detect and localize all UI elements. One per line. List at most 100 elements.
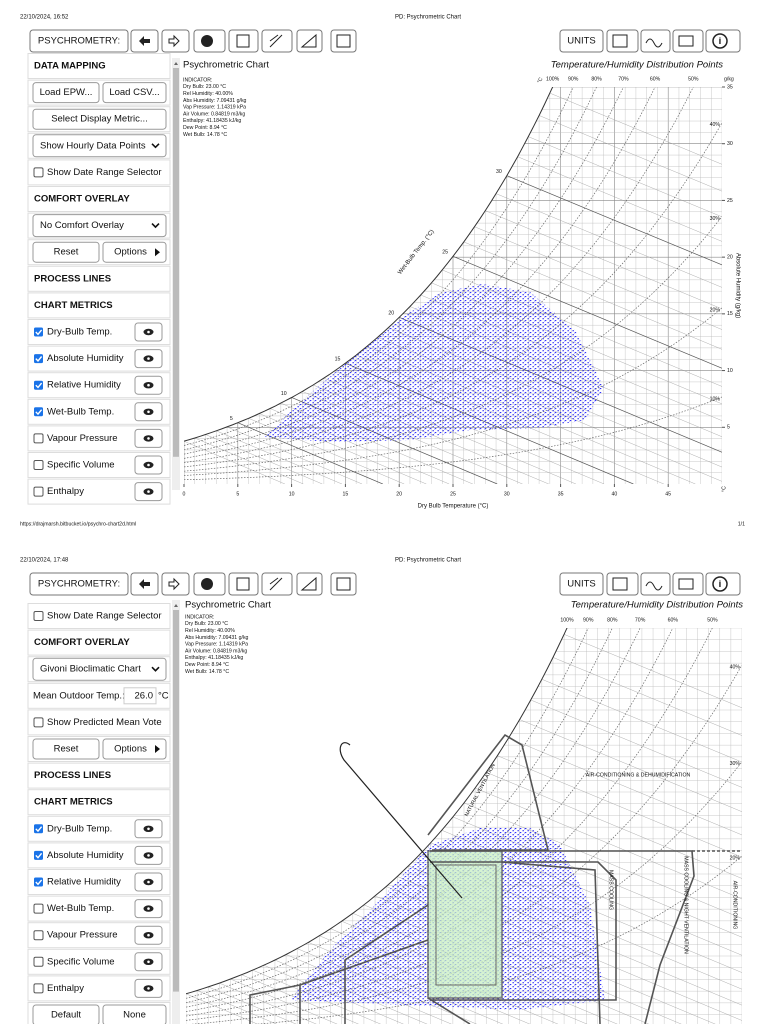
minor-wet-bulb-line — [541, 679, 742, 763]
button[interactable] — [32, 1004, 100, 1024]
shape-icon — [300, 576, 317, 591]
units-button[interactable] — [559, 572, 604, 596]
indicator-readout: Air Volume: 0.84819 m3/kg — [183, 111, 245, 117]
button[interactable] — [32, 241, 100, 263]
minor-wet-bulb-line — [564, 634, 742, 709]
checkbox[interactable] — [33, 930, 44, 941]
eye-pupil — [147, 827, 150, 831]
metric-label: Specific Volume — [47, 460, 115, 471]
checkbox[interactable] — [33, 956, 44, 967]
checkbox[interactable] — [33, 717, 44, 728]
indicator-readout: Vap Pressure: 1.14319 kPa — [183, 105, 246, 111]
wave-icon — [645, 38, 663, 48]
rh-label: 60% — [668, 617, 679, 623]
minor-wet-bulb-line — [219, 982, 317, 1024]
checkbox-label: Show Date Range Selector — [47, 167, 162, 178]
y-tick-label: 20 — [727, 255, 733, 261]
button[interactable] — [102, 241, 167, 263]
checkbox[interactable] — [34, 380, 43, 390]
checkbox[interactable] — [34, 327, 43, 337]
zone-boundary — [430, 850, 695, 1024]
grid-icon — [336, 577, 351, 591]
toolbar-icon-button[interactable] — [640, 29, 671, 53]
minor-wet-bulb-line — [184, 441, 285, 484]
rh-curve — [186, 628, 713, 1017]
x-tick-label: 40 — [612, 491, 618, 497]
checkbox[interactable] — [33, 167, 44, 178]
sidebar-row — [27, 265, 171, 292]
checkbox[interactable] — [34, 850, 43, 860]
button[interactable] — [32, 738, 100, 760]
rh-label: 100% — [546, 76, 560, 82]
export-icon — [236, 577, 250, 591]
minor-wet-bulb-line — [486, 772, 742, 879]
button[interactable] — [32, 82, 100, 104]
checkbox-tick — [35, 409, 43, 416]
checkbox[interactable] — [33, 903, 44, 914]
units-button[interactable] — [559, 29, 604, 53]
scrollbar-thumb[interactable] — [173, 610, 179, 992]
checkbox-tick — [35, 382, 43, 389]
zone-boundary — [344, 904, 429, 1024]
wet-bulb-line — [237, 422, 383, 484]
toolbar-icon-button[interactable] — [261, 29, 293, 53]
minor-wet-bulb-line — [216, 430, 343, 484]
minor-wet-bulb-line — [495, 193, 722, 288]
button-label: Options — [114, 744, 147, 755]
rh-label: 100% — [560, 617, 574, 623]
rh-curve — [184, 87, 694, 464]
rh-label: 90% — [568, 76, 579, 82]
button[interactable] — [32, 108, 167, 130]
comfort-overlay: NATURAL VENTILATION AIR-CONDITIONING & DE… — [249, 733, 742, 1024]
scrollbar-arrow — [174, 604, 178, 607]
minor-wet-bulb-line — [519, 719, 742, 812]
indicator-readout: Enthalpy: 41.18435 kJ/kg — [183, 118, 241, 124]
button[interactable] — [102, 82, 167, 104]
rh-label: 80% — [607, 617, 618, 623]
minor-wet-bulb-line — [463, 802, 742, 919]
sidebar-row — [27, 709, 171, 736]
x-tick-label: 5 — [236, 491, 239, 497]
app-button[interactable] — [29, 29, 129, 53]
checkbox[interactable] — [33, 460, 44, 470]
eye-pupil — [147, 854, 150, 857]
t-unit-label: °C — [536, 76, 544, 84]
x-tick-label: 15 — [343, 491, 349, 497]
legend-title: Temperature/Humidity Distribution Points — [551, 60, 724, 71]
toolbar-icon-button[interactable] — [640, 572, 671, 596]
select-chevron — [151, 223, 160, 229]
section-title: DATA MAPPING — [34, 61, 106, 72]
checkbox[interactable] — [34, 824, 43, 834]
metric-label: Wet-Bulb Temp. — [47, 903, 114, 914]
select[interactable] — [32, 134, 167, 158]
indicator-readout: Dry Bulb: 23.00 °C — [183, 84, 226, 90]
select[interactable] — [32, 657, 167, 681]
checkbox[interactable] — [34, 354, 43, 364]
checkbox[interactable] — [33, 983, 44, 994]
minor-wet-bulb-line — [205, 434, 323, 484]
app-button-label: PSYCHROMETRY: — [38, 36, 120, 47]
rh-label: 20% — [730, 856, 741, 862]
comfort-zone-inner — [435, 864, 497, 986]
print-url: https://drajmarsh.bitbucket.io/psychro-c… — [20, 521, 136, 527]
checkbox[interactable] — [33, 433, 44, 444]
checkbox[interactable] — [34, 407, 43, 417]
button[interactable] — [102, 1004, 167, 1024]
checkbox[interactable] — [33, 486, 44, 497]
eye-pupil — [147, 987, 150, 990]
number-input[interactable] — [123, 687, 157, 705]
scrollbar-thumb[interactable] — [173, 68, 179, 457]
zone-boundary — [427, 997, 471, 1024]
checkbox[interactable] — [33, 611, 44, 621]
rh-curve — [184, 87, 554, 442]
select[interactable] — [32, 214, 167, 238]
metric-label: Relative Humidity — [47, 877, 121, 888]
button-label: Load CSV... — [109, 87, 159, 98]
toolbar-icon-button[interactable] — [261, 572, 293, 596]
button[interactable] — [102, 738, 167, 760]
metric-label: Vapour Pressure — [47, 930, 118, 941]
checkbox[interactable] — [34, 877, 43, 887]
app-button[interactable] — [29, 572, 129, 596]
